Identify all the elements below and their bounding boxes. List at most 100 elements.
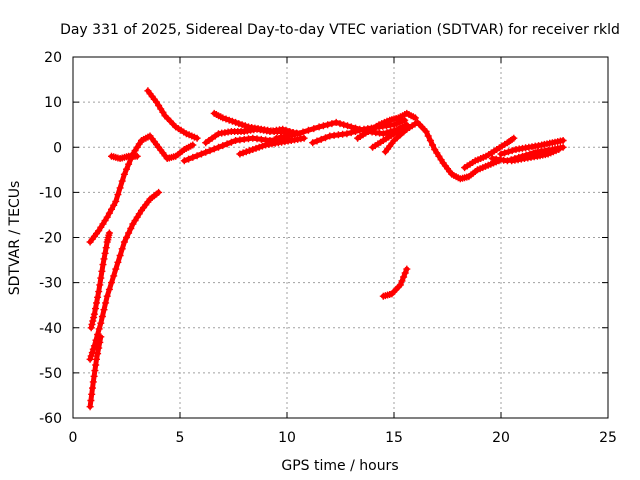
data-point — [210, 145, 218, 153]
data-point — [398, 277, 406, 285]
data-point — [114, 191, 122, 199]
data-point — [422, 128, 430, 135]
y-tick-label: 0 — [53, 140, 62, 156]
x-tick-label: 10 — [278, 430, 296, 446]
data-point — [383, 129, 391, 137]
x-tick-label: 15 — [385, 430, 403, 446]
data-point — [313, 137, 321, 145]
axis-ticks: 0 5 10 15 20 25 -60 -50 -40 -30 -20 -10 0 10 20 — [39, 50, 617, 446]
data-point — [288, 131, 296, 139]
data-point — [324, 121, 332, 129]
data-point — [319, 122, 327, 130]
data-point — [258, 142, 266, 150]
data-point — [105, 209, 113, 217]
data-point — [219, 114, 227, 122]
data-point — [105, 285, 113, 293]
y-tick-label: -30 — [39, 276, 62, 292]
data-point — [118, 177, 126, 185]
data-point — [100, 306, 108, 314]
data-point — [185, 155, 193, 163]
data-point — [227, 138, 235, 146]
data-point — [356, 126, 364, 134]
series-track-14 — [369, 125, 407, 151]
data-point — [317, 135, 325, 143]
chart-title: Day 331 of 2025, Sidereal Day-to-day VTE… — [60, 22, 620, 38]
data-point — [93, 299, 100, 307]
data-point — [299, 128, 307, 136]
data-point — [278, 133, 286, 141]
data-point — [300, 134, 308, 142]
data-point — [114, 258, 122, 266]
x-tick-label: 20 — [492, 430, 510, 446]
data-point — [112, 265, 120, 273]
data-point — [379, 130, 387, 138]
data-point — [125, 160, 133, 168]
y-tick-label: 20 — [44, 50, 62, 66]
data-point — [202, 148, 210, 156]
y-tick-label: -10 — [39, 185, 62, 201]
series-track-4 — [86, 333, 105, 411]
y-tick-label: -50 — [39, 366, 62, 382]
data-point — [223, 140, 231, 148]
data-point — [400, 273, 408, 281]
data-point — [336, 120, 344, 128]
data-point — [88, 349, 96, 357]
data-point — [118, 245, 126, 253]
data-point — [352, 128, 359, 135]
data-point — [310, 125, 318, 133]
data-point — [235, 120, 243, 128]
y-axis-label: SDTVAR / TECUs — [7, 181, 23, 296]
data-point — [232, 118, 240, 126]
y-tick-label: -60 — [39, 411, 62, 427]
data-point — [426, 137, 434, 144]
series-track-20 — [379, 265, 411, 300]
x-tick-label: 25 — [599, 430, 617, 446]
data-point — [505, 148, 512, 156]
data-point — [189, 141, 197, 149]
data-point — [95, 344, 103, 352]
data-point — [242, 148, 250, 156]
data-point — [94, 350, 102, 358]
data-point — [108, 279, 115, 287]
data-point — [343, 130, 351, 138]
data-point — [193, 152, 201, 160]
data-point — [283, 132, 291, 140]
data-point — [344, 122, 351, 130]
data-point — [501, 149, 509, 157]
data-point — [96, 338, 104, 346]
y-tick-label: 10 — [44, 95, 62, 111]
data-point — [120, 238, 128, 246]
data-point — [127, 225, 135, 232]
series-track-10 — [236, 134, 308, 158]
data-point — [105, 229, 113, 237]
data-point — [98, 267, 106, 275]
data-point — [92, 305, 99, 313]
data-point — [97, 333, 105, 341]
series-track-5 — [108, 152, 141, 162]
data-point — [239, 149, 247, 157]
data-point — [497, 150, 505, 158]
series-line — [145, 88, 200, 141]
data-point — [91, 367, 99, 375]
data-point — [123, 165, 130, 173]
data-point — [123, 234, 130, 241]
data-point — [92, 361, 100, 369]
data-point — [340, 121, 348, 129]
data-point — [93, 355, 100, 363]
data-point — [133, 152, 141, 160]
x-tick-label: 5 — [176, 430, 185, 446]
data-point — [125, 229, 133, 237]
series-track-1 — [86, 132, 197, 246]
data-point — [116, 252, 124, 259]
data-point — [95, 288, 103, 296]
data-point — [294, 130, 302, 138]
data-point — [272, 134, 280, 142]
data-point — [110, 272, 118, 280]
data-point — [101, 249, 109, 257]
series-track-12 — [309, 116, 409, 147]
data-point — [88, 390, 96, 398]
data-point — [102, 244, 110, 252]
data-point — [98, 313, 106, 320]
data-series — [86, 87, 567, 411]
